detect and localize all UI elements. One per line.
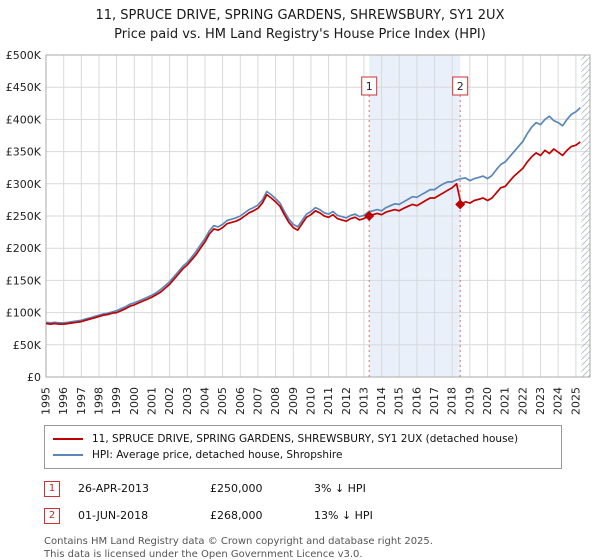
annotation-row-1: 1 26-APR-2013 £250,000 3% ↓ HPI [44,480,600,497]
sale-1-price: £250,000 [210,482,263,496]
hpi-line [45,106,581,324]
svg-text:2021: 2021 [499,387,512,415]
svg-text:2020: 2020 [481,387,494,415]
sale-1-date: 26-APR-2013 [78,482,150,496]
svg-text:£300K: £300K [6,177,42,190]
chart-canvas: 1 2 £0 £50K £100K £150K £200K £250K £300K £350K £4… [6,49,591,415]
svg-text:2019: 2019 [463,387,476,415]
svg-text:£250K: £250K [6,210,42,223]
svg-text:2005: 2005 [216,387,229,415]
price-chart: 1 2 £0 £50K £100K £150K £200K £250K £300K £350K £4… [0,47,600,423]
sale-marker-2: 2 [452,76,469,377]
sale-2-vs-hpi: 13% ↓ HPI [314,509,373,523]
svg-text:£500K: £500K [6,49,42,62]
svg-text:£50K: £50K [13,338,42,351]
svg-text:2003: 2003 [181,387,194,415]
legend-item-hpi: HPI: Average price, detached house, Shro… [53,447,553,463]
sale-annotations: 1 26-APR-2013 £250,000 3% ↓ HPI 2 01-JUN… [44,480,600,524]
svg-text:1996: 1996 [57,387,70,415]
svg-text:£200K: £200K [6,242,42,255]
future-hatch-region [581,54,590,377]
svg-text:1995: 1995 [40,387,53,415]
svg-text:£350K: £350K [6,145,42,158]
red-line-swatch [53,437,83,440]
annotation-row-2: 2 01-JUN-2018 £268,000 13% ↓ HPI [44,507,600,524]
svg-text:£450K: £450K [6,81,42,94]
page-title: 11, SPRUCE DRIVE, SPRING GARDENS, SHREWS… [95,8,505,23]
legend-item-property: 11, SPRUCE DRIVE, SPRING GARDENS, SHREWS… [53,431,553,447]
svg-text:2001: 2001 [146,387,159,415]
svg-text:2017: 2017 [428,387,441,415]
x-axis-labels: 1995 1996 1997 1998 1999 2000 2001 2002 2003 2004… [40,387,583,415]
footer-line-1: Contains HM Land Registry data © Crown c… [44,535,433,547]
gridlines [45,54,590,378]
svg-text:1: 1 [366,80,373,93]
sale-2-price: £268,000 [210,509,263,523]
property-price-line [45,140,581,325]
svg-text:1999: 1999 [110,387,123,415]
sale-diamond-icon [364,210,375,221]
svg-text:1998: 1998 [93,387,106,415]
legend-label-property: 11, SPRUCE DRIVE, SPRING GARDENS, SHREWS… [92,432,519,445]
svg-text:2008: 2008 [269,387,282,415]
sale-diamond-icon [455,199,466,210]
legend-label-hpi: HPI: Average price, detached house, Shro… [92,448,343,461]
svg-text:2015: 2015 [393,387,406,415]
copyright-footer: Contains HM Land Registry data © Crown c… [44,535,600,560]
svg-text:£100K: £100K [6,306,42,319]
svg-text:£150K: £150K [6,274,42,287]
svg-text:2: 2 [457,80,464,93]
page-subtitle: Price paid vs. HM Land Registry's House … [114,26,486,42]
svg-text:2002: 2002 [163,387,176,415]
svg-text:2022: 2022 [516,387,529,415]
svg-text:2024: 2024 [552,387,565,415]
svg-text:2025: 2025 [569,387,582,415]
sale-marker-1: 1 [361,76,378,377]
svg-text:£400K: £400K [6,113,42,126]
svg-text:2009: 2009 [287,387,300,415]
svg-text:2012: 2012 [340,387,353,415]
svg-text:2010: 2010 [304,387,317,415]
svg-text:2016: 2016 [410,387,423,415]
sale-2-date: 01-JUN-2018 [78,509,149,523]
blue-line-swatch [53,453,83,456]
footer-line-2: This data is licensed under the Open Gov… [44,548,363,560]
svg-text:2018: 2018 [446,387,459,415]
plot-border [45,54,591,378]
svg-text:£0: £0 [27,371,41,384]
marker-2-badge: 2 [44,507,60,524]
svg-text:2007: 2007 [251,387,264,415]
svg-text:1997: 1997 [75,387,88,415]
svg-text:2023: 2023 [534,387,547,415]
chart-legend: 11, SPRUCE DRIVE, SPRING GARDENS, SHREWS… [44,424,562,469]
svg-text:2011: 2011 [322,387,335,415]
svg-text:2004: 2004 [199,387,212,415]
svg-text:2013: 2013 [357,387,370,415]
y-axis-labels: £0 £50K £100K £150K £200K £250K £300K £350K £400… [6,49,42,384]
svg-text:2006: 2006 [234,387,247,415]
title-block: 11, SPRUCE DRIVE, SPRING GARDENS, SHREWS… [0,0,600,45]
sale-1-vs-hpi: 3% ↓ HPI [314,482,366,496]
svg-text:2000: 2000 [128,387,141,415]
svg-text:2014: 2014 [375,387,388,415]
marker-1-badge: 1 [44,480,60,497]
